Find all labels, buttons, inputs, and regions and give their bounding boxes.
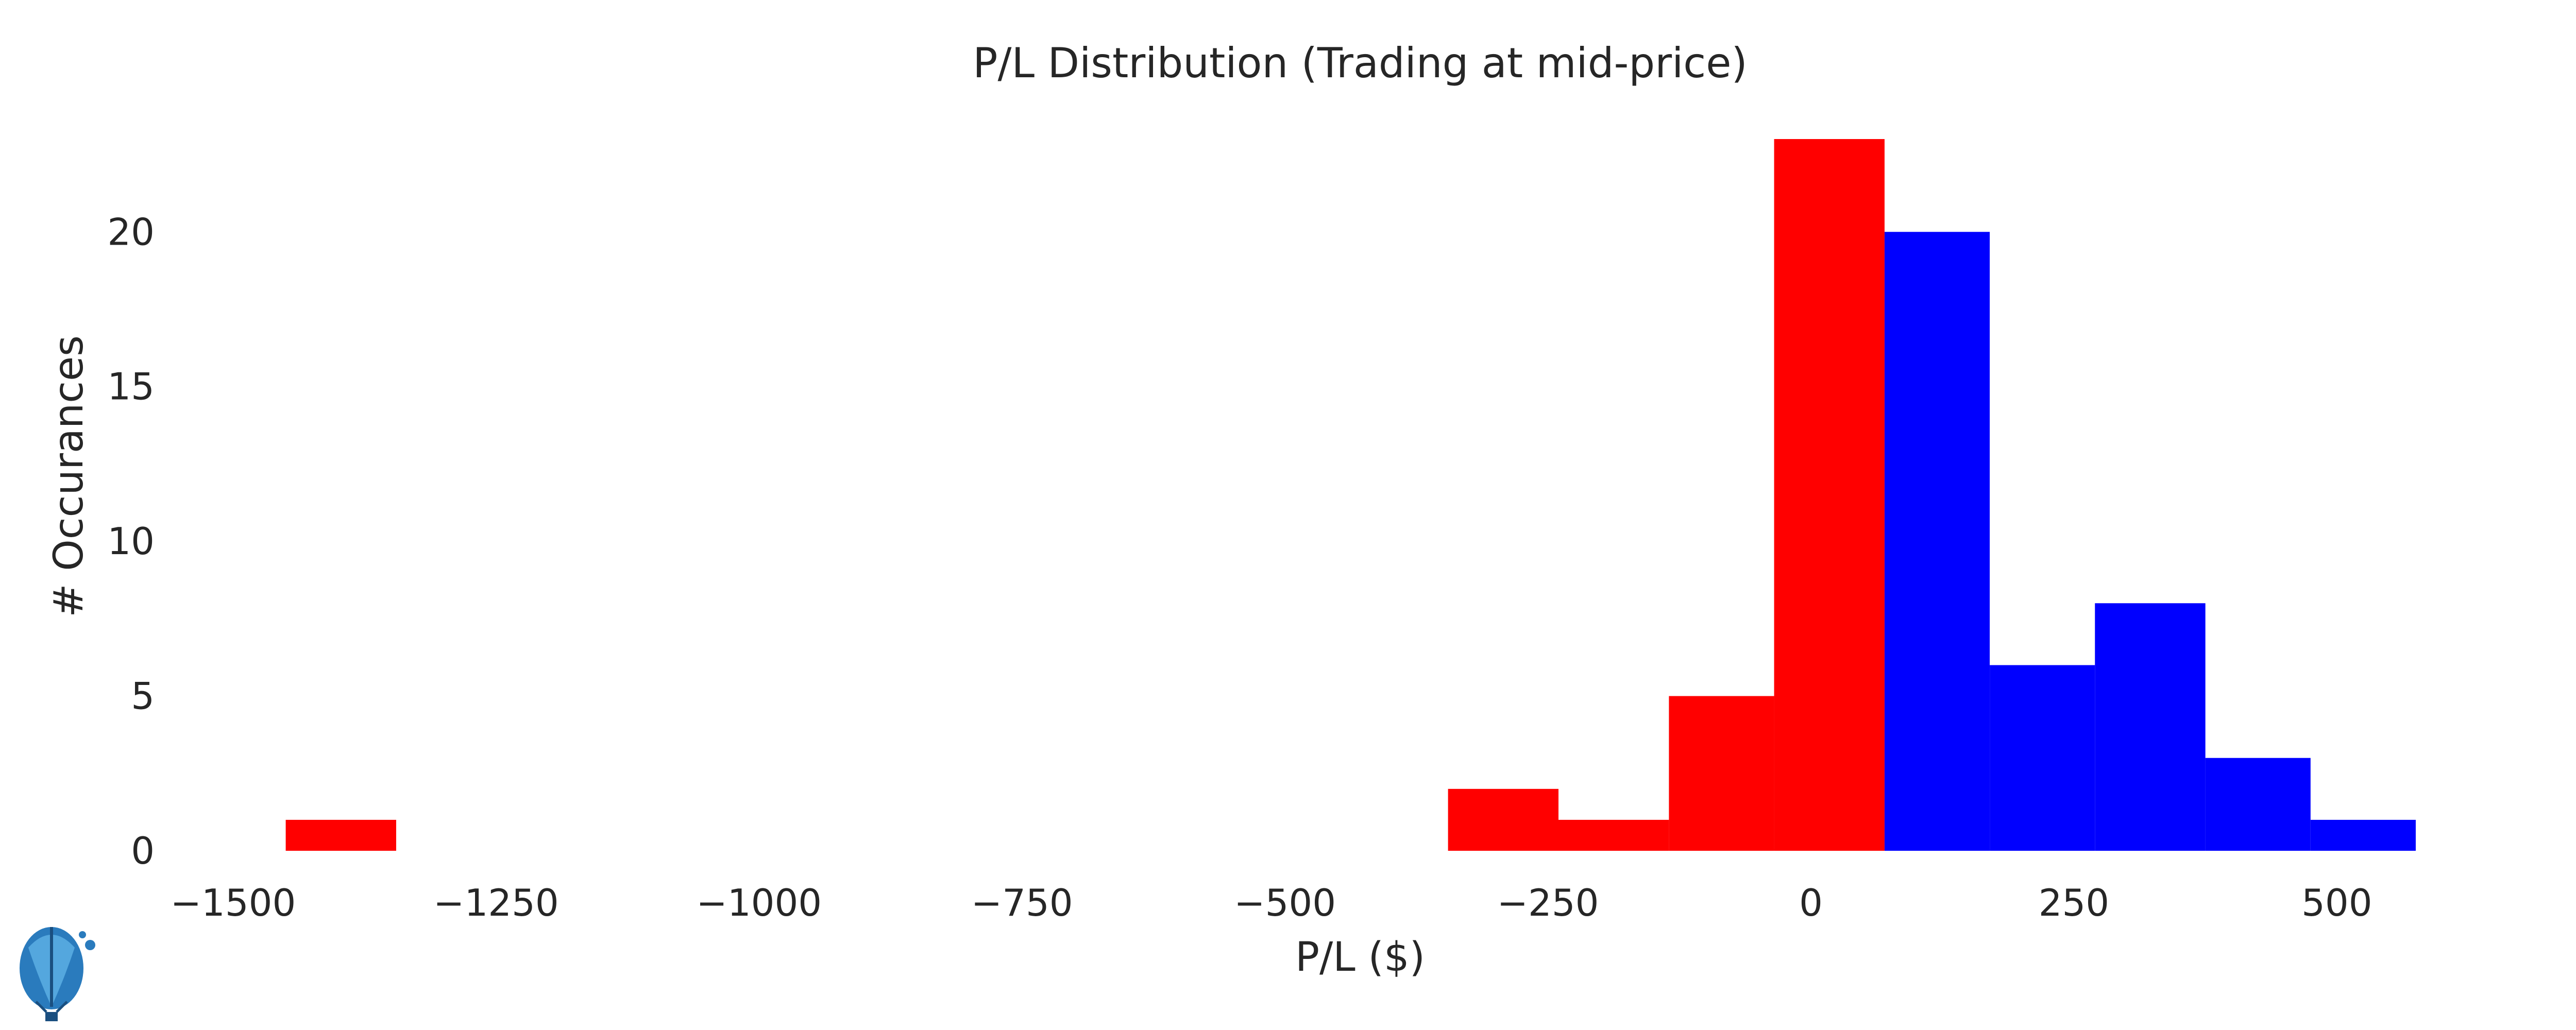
histogram-bar-6 (1990, 665, 2095, 851)
y-tick-label: 5 (131, 675, 155, 718)
x-tick-label: −1000 (697, 881, 822, 924)
x-tick-label: 500 (2301, 881, 2372, 924)
x-tick-label: −500 (1234, 881, 1336, 924)
histogram-bar-3 (1669, 696, 1774, 851)
y-axis-label: # Occurances (46, 335, 92, 617)
histogram-bar-5 (1884, 232, 1990, 851)
histogram-bar-0 (285, 819, 396, 851)
x-tick-label: −1500 (171, 881, 296, 924)
y-tick-label: 10 (107, 520, 155, 563)
histogram-bar-4 (1774, 139, 1885, 851)
histogram-bar-8 (2205, 758, 2311, 851)
x-tick-label: 250 (2039, 881, 2109, 924)
y-tick-label: 20 (107, 210, 155, 253)
chart-title: P/L Distribution (Trading at mid-price) (973, 39, 1747, 87)
hot-air-balloon-icon (20, 927, 95, 1021)
histogram-bar-2 (1558, 819, 1669, 851)
y-tick-labels: 0 5 10 15 20 (107, 210, 155, 872)
bars-group (285, 139, 2416, 851)
x-tick-label: −1250 (433, 881, 559, 924)
x-tick-label: 0 (1799, 881, 1823, 924)
histogram-bar-9 (2310, 819, 2416, 851)
x-tick-label: −750 (971, 881, 1073, 924)
y-tick-label: 15 (107, 365, 155, 408)
x-tick-labels: −1500 −1250 −1000 −750 −500 −250 0 250 500 (171, 881, 2372, 924)
x-axis-label: P/L ($) (1295, 934, 1425, 981)
histogram-bar-1 (1448, 788, 1558, 851)
y-tick-label: 0 (131, 829, 155, 872)
x-tick-label: −250 (1497, 881, 1599, 924)
histogram-bar-7 (2095, 603, 2206, 851)
